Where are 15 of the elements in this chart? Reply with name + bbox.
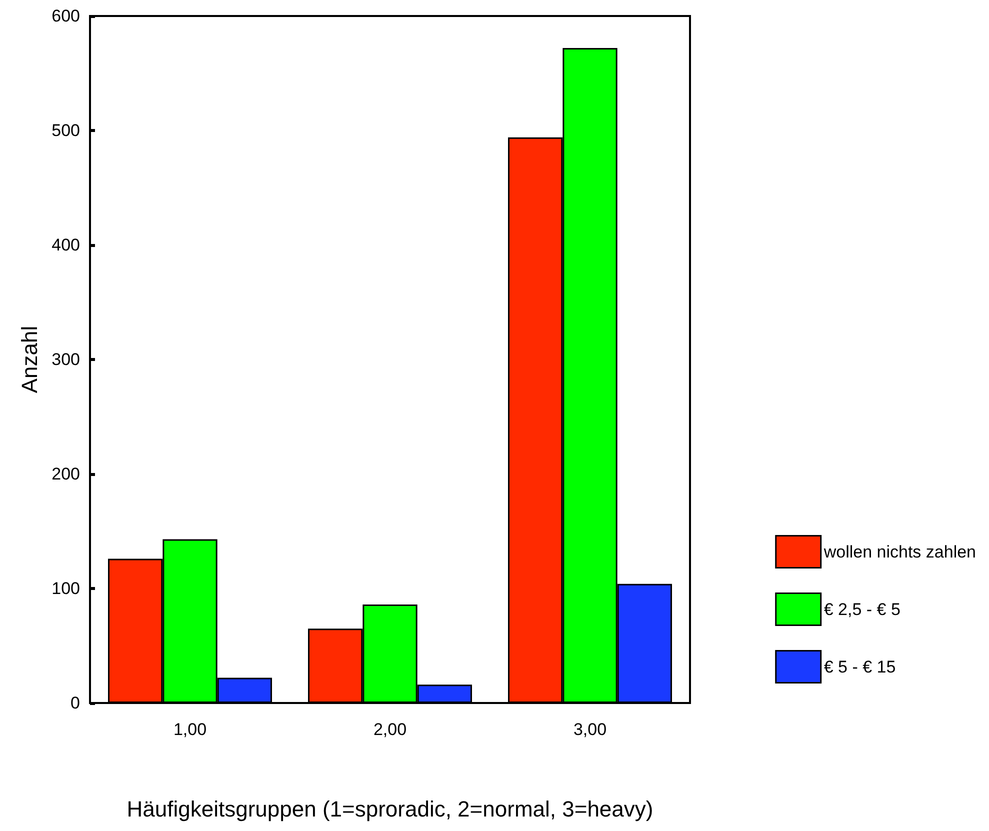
x-axis-title: Häufigkeitsgruppen (1=sproradic, 2=normal, 3=heavy) [126,796,654,822]
y-tick-label: 0 [70,694,80,712]
y-tick-label: 500 [52,121,80,140]
x-tick-label: 1,00 [173,720,207,739]
y-tick-label: 100 [52,579,80,598]
legend-label: € 2,5 - € 5 [824,600,900,619]
x-tick-label: 2,00 [373,720,407,739]
x-tick-label: 3,00 [573,720,607,739]
y-tick-label: 200 [52,464,80,484]
y-tick-label: 300 [52,350,80,369]
y-axis-title: Anzahl [17,326,42,394]
legend-label: € 5 - € 15 [824,657,896,676]
y-tick-label: 600 [52,6,80,26]
y-tick-label: 400 [52,236,80,254]
legend-label: wollen nichts zahlen [822,542,976,562]
